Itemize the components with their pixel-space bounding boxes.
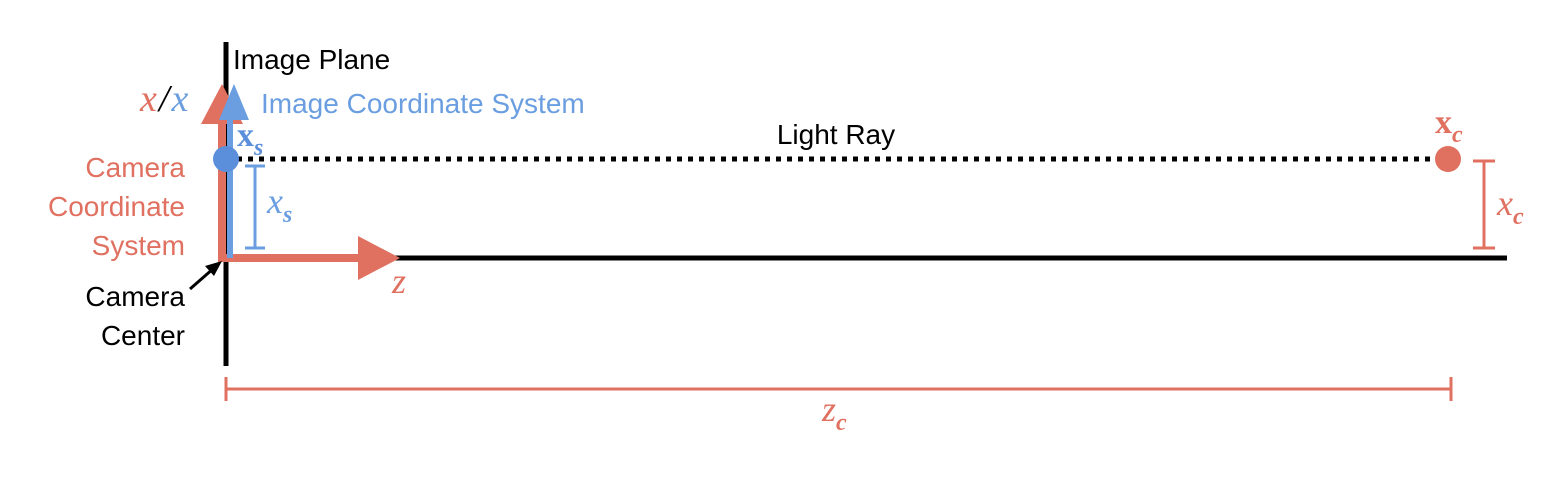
camera-point-base: x <box>1435 104 1452 141</box>
camera-height-bracket <box>1473 159 1495 250</box>
image-coordinate-system-label: Image Coordinate System <box>261 88 585 119</box>
image-plane-label: Image Plane <box>233 44 390 75</box>
image-point-base: x <box>237 117 254 154</box>
camera-center-label: Camera Center <box>85 281 185 351</box>
camera-height-base: x <box>1496 183 1513 223</box>
camera-z-axis-arrowhead-icon <box>358 236 400 280</box>
axis-x-label: x/x <box>139 78 188 120</box>
camera-point-label: xc <box>1435 104 1463 148</box>
image-point-sub: s <box>253 135 263 161</box>
depth-bracket <box>224 377 1453 401</box>
depth-label: zc <box>821 389 847 436</box>
camera-center-line-2: Center <box>101 320 185 351</box>
image-height-base: x <box>266 181 283 221</box>
depth-sub: c <box>836 410 847 436</box>
camera-point-sub: c <box>1452 122 1463 148</box>
axis-separator-symbol: / <box>157 78 173 120</box>
image-height-bracket <box>245 164 265 250</box>
camera-coordinate-system-line-2: Coordinate <box>48 191 185 222</box>
camera-height-label: xc <box>1496 183 1524 230</box>
camera-center-line-1: Camera <box>85 281 185 312</box>
image-point-label: xs <box>237 117 263 161</box>
camera-coordinate-system-line-1: Camera <box>85 152 185 183</box>
axis-x-camera-symbol: x <box>139 78 157 120</box>
axis-z-label: z <box>391 261 406 301</box>
camera-height-sub: c <box>1513 204 1524 230</box>
depth-base: z <box>821 389 836 429</box>
axis-x-image-symbol: x <box>170 78 188 120</box>
light-ray-label: Light Ray <box>777 119 895 150</box>
camera-coordinate-system-label: Camera Coordinate System <box>48 152 185 261</box>
image-point-marker <box>213 146 239 172</box>
image-x-axis-arrowhead-icon <box>219 84 249 120</box>
camera-center-pointer-arrowhead-icon <box>205 261 222 276</box>
camera-point-marker <box>1435 146 1461 172</box>
image-height-label: xs <box>266 181 292 228</box>
camera-coordinate-system-line-3: System <box>92 230 185 261</box>
image-height-sub: s <box>282 202 292 228</box>
